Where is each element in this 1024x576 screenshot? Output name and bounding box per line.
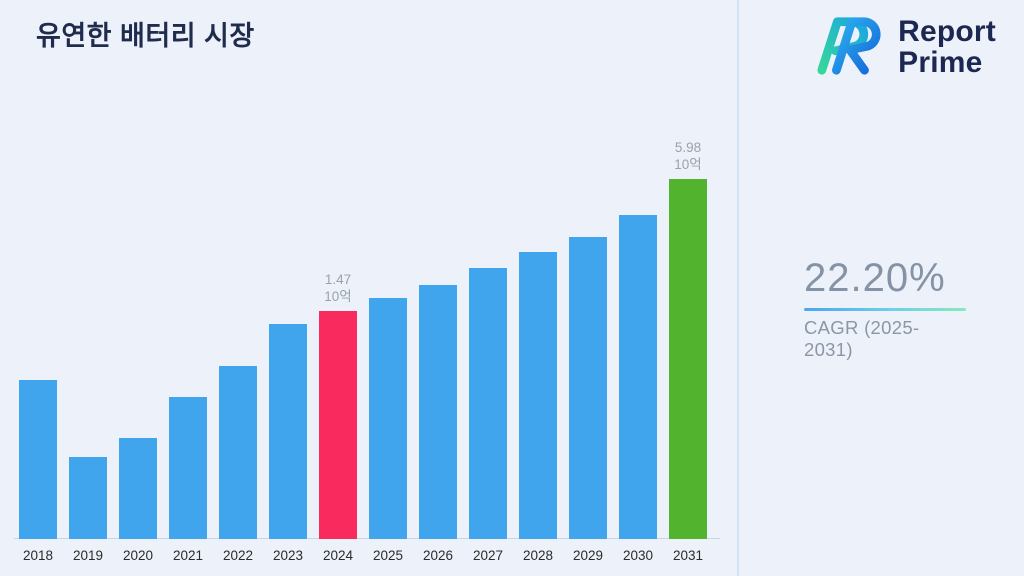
- report-prime-logo-icon: [808, 12, 888, 83]
- x-axis-label-2023: 2023: [272, 548, 304, 563]
- panel-divider: [737, 0, 739, 576]
- bar-column-2029: 2029: [569, 237, 607, 566]
- bar-annotation-2024: 1.47 10억: [324, 272, 352, 305]
- cagr-label: CAGR (2025-2031): [804, 317, 920, 360]
- cagr-value: 22.20%: [804, 256, 946, 300]
- bar-column-2023: 2023: [269, 324, 307, 566]
- cagr-underline: [804, 308, 966, 311]
- brand-name: Report Prime: [898, 14, 996, 79]
- bar-2025: [369, 298, 407, 539]
- bar-column-2024: 1.47 10억 2024: [319, 272, 357, 566]
- x-axis-label-2024: 2024: [322, 548, 354, 563]
- x-axis-label-2019: 2019: [72, 548, 104, 563]
- bar-2027: [469, 268, 507, 539]
- brand-logo: Report Prime: [808, 12, 996, 83]
- bar-2022: [219, 366, 257, 539]
- bar-2021: [169, 397, 207, 539]
- x-axis-label-2027: 2027: [472, 548, 504, 563]
- bar-2020: [119, 438, 157, 539]
- bar-column-2027: 2027: [469, 268, 507, 566]
- bar-chart-area: 2018 2019 2020 2021 2022 2023 1.47 10억 2024 2025 2…: [14, 140, 720, 566]
- bar-2028: [519, 252, 557, 539]
- bar-2023: [269, 324, 307, 539]
- bar-column-2018: 2018: [19, 380, 57, 566]
- bar-column-2026: 2026: [419, 285, 457, 566]
- x-axis-label-2025: 2025: [372, 548, 404, 563]
- bar-column-2019: 2019: [69, 457, 107, 566]
- bar-2024: [319, 311, 357, 539]
- bar-2019: [69, 457, 107, 539]
- bar-column-2021: 2021: [169, 397, 207, 566]
- bar-2026: [419, 285, 457, 539]
- x-axis-line: [14, 538, 720, 539]
- brand-name-line1: Report: [898, 14, 996, 48]
- x-axis-label-2028: 2028: [522, 548, 554, 563]
- x-axis-label-2020: 2020: [122, 548, 154, 563]
- bar-column-2025: 2025: [369, 298, 407, 566]
- bar-column-2030: 2030: [619, 215, 657, 566]
- bar-column-2028: 2028: [519, 252, 557, 566]
- bar-annotation-2031: 5.98 10억: [674, 140, 702, 173]
- x-axis-label-2022: 2022: [222, 548, 254, 563]
- bar-chart: 2018 2019 2020 2021 2022 2023 1.47 10억 2024 2025 2…: [14, 140, 720, 566]
- bar-2029: [569, 237, 607, 539]
- cagr-stat: 22.20% CAGR (2025-2031): [804, 256, 968, 361]
- bar-column-2031: 5.98 10억 2031: [669, 140, 707, 566]
- x-axis-label-2031: 2031: [672, 548, 704, 563]
- x-axis-label-2030: 2030: [622, 548, 654, 563]
- page-title: 유연한 배터리 시장: [36, 21, 255, 51]
- bar-2030: [619, 215, 657, 539]
- bar-column-2020: 2020: [119, 438, 157, 566]
- bar-2031: [669, 179, 707, 539]
- x-axis-label-2029: 2029: [572, 548, 604, 563]
- x-axis-label-2026: 2026: [422, 548, 454, 563]
- bar-column-2022: 2022: [219, 366, 257, 566]
- brand-name-line2: Prime: [898, 45, 983, 79]
- x-axis-label-2018: 2018: [22, 548, 54, 563]
- bar-2018: [19, 380, 57, 539]
- x-axis-label-2021: 2021: [172, 548, 204, 563]
